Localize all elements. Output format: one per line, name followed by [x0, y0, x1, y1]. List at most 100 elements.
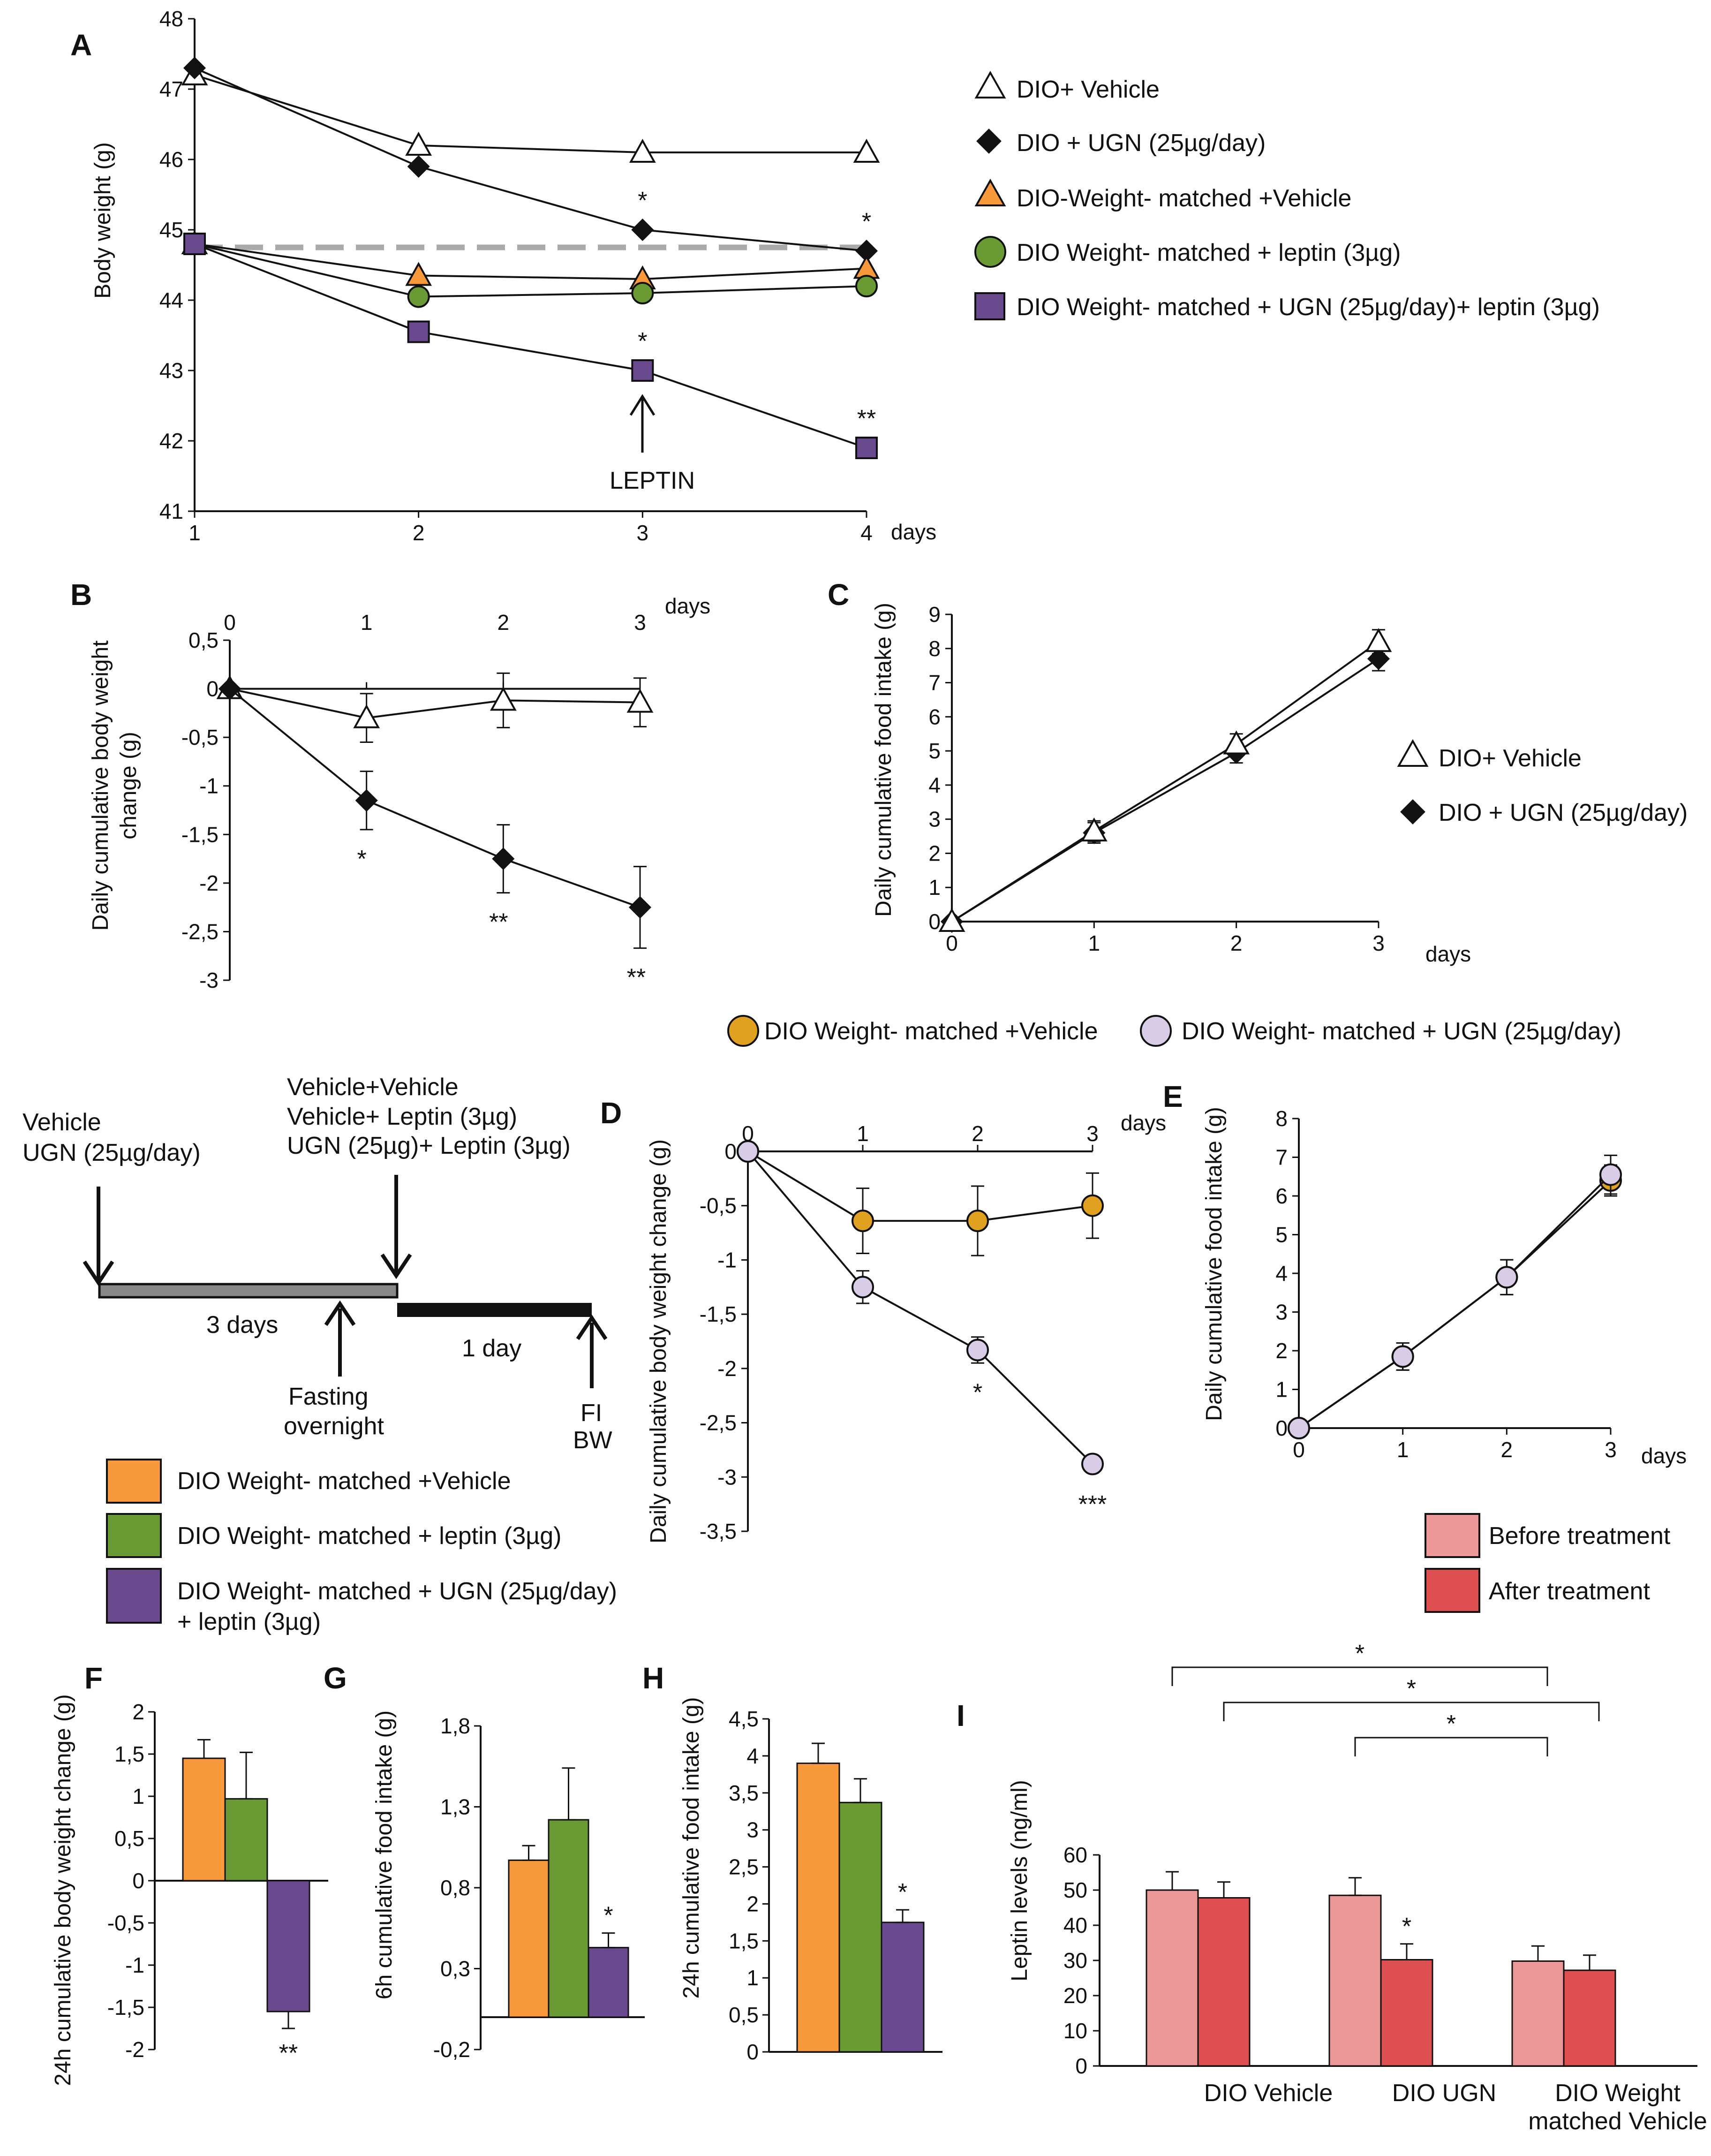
- panel-d-ytick-label: -1,5: [700, 1302, 737, 1326]
- panel-b-xtick-label: 1: [361, 610, 373, 635]
- legend-i-item-2: After treatment: [1489, 1578, 1650, 1605]
- legend-i-before-swatch: [1425, 1513, 1480, 1558]
- panel-g-ytick-label: 0,8: [440, 1876, 470, 1900]
- schematic-ugn-leptin: UGN (25µg)+ Leptin (3µg): [287, 1132, 571, 1159]
- panel-c-xtick-label: 1: [1088, 931, 1100, 955]
- leptin-label: LEPTIN: [610, 467, 695, 494]
- legend-fgh: DIO Weight- matched +Vehicle DIO Weight-…: [106, 1459, 617, 1635]
- panel-a-point-s3: [405, 262, 432, 286]
- panel-e-series-line-2: [1298, 1174, 1612, 1429]
- panel-a-series-line-3: [194, 243, 867, 280]
- panel-b-point-s2: [355, 789, 378, 812]
- panel-g-ylabel: 6h cumulative food intake (g): [372, 1710, 397, 1999]
- panel-a-series-line-2: [194, 67, 867, 252]
- panel-c-letter: C: [828, 578, 849, 612]
- panel-a-xtick-label: 1: [188, 521, 201, 545]
- panel-b-point-s1: [490, 687, 517, 711]
- legend-fgh-item-2: DIO Weight- matched + leptin (3µg): [177, 1522, 561, 1550]
- panel-c-point-s2: [1365, 628, 1392, 652]
- panel-a-sig-4: **: [857, 405, 876, 432]
- panel-d-point-s2: [852, 1276, 874, 1299]
- panel-h-ytick-label: 1,5: [729, 1929, 759, 1953]
- panel-a-ytick-label: 43: [159, 358, 183, 383]
- panel-i-bar-g3-s2: [1563, 1969, 1616, 2067]
- panel-g-sig: *: [603, 1902, 613, 1929]
- panel-c-ylabel: Daily cumulative food intake (g): [871, 603, 896, 917]
- legend-fgh-item-1: DIO Weight- matched +Vehicle: [177, 1468, 511, 1495]
- panel-c-ytick-label: 5: [928, 739, 941, 763]
- panel-i-bar-g2-s2: [1380, 1959, 1433, 2067]
- panel-d-series-line-1: [747, 1150, 1093, 1222]
- panel-i-bar-g1-s1: [1146, 1889, 1199, 2067]
- legend-a-item-3: DIO-Weight- matched +Vehicle: [1017, 185, 1351, 212]
- legend-de: DIO Weight- matched +Vehicle DIO Weight-…: [727, 1015, 1621, 1047]
- panel-b-point-s2: [628, 896, 652, 919]
- panel-i-sig-bar: *: [1402, 1913, 1411, 1940]
- panel-b-point-s2: [492, 847, 515, 870]
- legend-a-item-4: DIO Weight- matched + leptin (3µg): [1017, 239, 1401, 266]
- panel-e-point-s2: [1288, 1417, 1310, 1439]
- panel-b-series-line-1: [229, 688, 641, 719]
- panel-d-ytick-label: -1: [717, 1248, 737, 1272]
- panel-e-point-s2: [1599, 1163, 1622, 1186]
- panel-i-group-3b: matched Vehicle: [1528, 2108, 1707, 2135]
- schematic-1day: 1 day: [462, 1335, 521, 1362]
- panel-f-ytick-label: 0: [132, 1869, 144, 1893]
- panel-e-xtick-label: 1: [1397, 1437, 1409, 1462]
- panel-i-ytick-label: 20: [1063, 1983, 1087, 2008]
- schematic-end-arrowhead: [576, 1314, 608, 1340]
- panel-a-series-line-1: [194, 74, 867, 153]
- legend-fgh-purple-swatch: [106, 1568, 162, 1624]
- panel-b-letter: B: [70, 578, 92, 612]
- panel-e-ytick-label: 5: [1275, 1223, 1288, 1247]
- panel-f-ytick-label: 0,5: [114, 1826, 144, 1851]
- legend-fgh-green-swatch: [106, 1513, 162, 1558]
- legend-a-item-5: DIO Weight- matched + UGN (25µg/day)+ le…: [1017, 294, 1600, 321]
- panel-c-ytick-label: 8: [928, 636, 941, 661]
- panel-e-ytick-label: 4: [1275, 1261, 1288, 1286]
- legend-de-lavender-marker: [1140, 1015, 1172, 1047]
- panel-i-group-2: DIO UGN: [1392, 2080, 1496, 2107]
- panel-c-ytick-label: 0: [928, 909, 941, 934]
- panel-i-ytick-label: 0: [1075, 2054, 1087, 2078]
- panel-i-bracket-2-star: *: [1407, 1675, 1416, 1702]
- panel-c-ytick-label: 6: [928, 704, 941, 729]
- panel-b-point-s1: [353, 704, 380, 728]
- panel-d-point-s1: [966, 1210, 989, 1233]
- panel-i-bracket-1: [1171, 1666, 1548, 1686]
- panel-b-xunit: days: [665, 594, 710, 618]
- panel-e-xtick-label: 3: [1605, 1437, 1617, 1462]
- legend-triangle-white-marker: [974, 70, 1006, 98]
- panel-a-ytick-label: 48: [159, 7, 183, 31]
- panel-e-series-line-1: [1298, 1180, 1612, 1429]
- panel-c-point-s2: [1223, 730, 1250, 755]
- panel-g-ytick-label: 1,8: [440, 1714, 470, 1738]
- schematic-fasting-arrowhead: [324, 1300, 356, 1326]
- schematic-overnight: overnight: [284, 1413, 384, 1440]
- panel-f-ytick-label: -2: [125, 2037, 144, 2062]
- legend-c-item-1: DIO+ Vehicle: [1439, 745, 1582, 772]
- panel-d-point-s2: [966, 1339, 989, 1362]
- legend-triangle-orange-marker: [974, 178, 1006, 206]
- panel-e-ylabel: Daily cumulative food intake (g): [1202, 1107, 1227, 1421]
- panel-e-ytick-label: 8: [1275, 1106, 1288, 1131]
- panel-e-ytick-label: 3: [1275, 1300, 1288, 1324]
- panel-b-sig-3: **: [627, 964, 646, 991]
- panel-c-series-line-2: [951, 641, 1379, 923]
- treatment-schematic: Vehicle UGN (25µg/day) Vehicle+Vehicle V…: [23, 1074, 612, 1454]
- legend-diamond-marker: [976, 129, 1002, 154]
- panel-h-ytick-label: 0: [746, 2040, 759, 2064]
- panel-h-bar-2: [838, 1801, 882, 2053]
- panel-a-point-s2: [407, 155, 430, 178]
- leptin-arrowhead: [629, 394, 656, 416]
- panel-a-xtick-label: 2: [413, 521, 425, 545]
- panel-c-point-s2: [1080, 817, 1108, 842]
- panel-b-point-s1: [626, 688, 654, 713]
- panel-i-bracket-3: [1354, 1737, 1548, 1756]
- schematic-1day-bar: [397, 1303, 592, 1317]
- panel-i-ytick-label: 60: [1063, 1843, 1087, 1867]
- panel-g-ytick-label: -0,2: [433, 2037, 470, 2062]
- panel-f-ytick-label: 1,5: [114, 1742, 144, 1766]
